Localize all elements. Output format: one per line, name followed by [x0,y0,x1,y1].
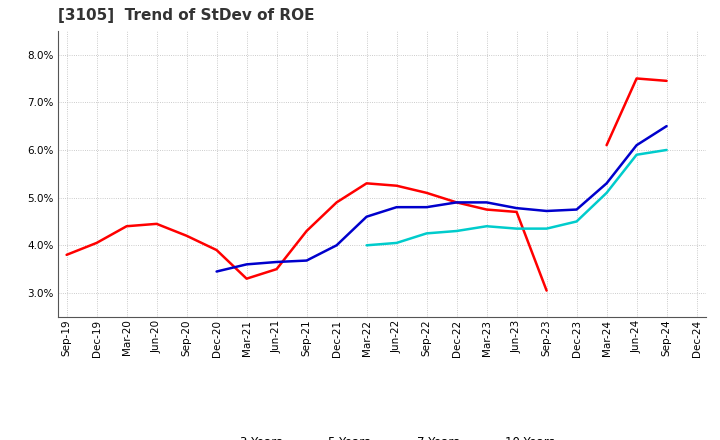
7 Years [392,240,401,246]
5 Years [272,259,281,264]
5 Years [242,262,251,267]
3 Years [62,252,71,257]
3 Years [122,224,131,229]
3 Years [182,233,191,238]
Text: [3105]  Trend of StDev of ROE: [3105] Trend of StDev of ROE [58,7,314,23]
5 Years [452,200,461,205]
7 Years [422,231,431,236]
3 Years [452,200,461,205]
5 Years [362,214,371,220]
7 Years [662,147,671,153]
3 Years [242,276,251,281]
5 Years [392,205,401,210]
3 Years [632,76,641,81]
7 Years [452,228,461,234]
7 Years [362,242,371,248]
5 Years [302,258,311,263]
5 Years [513,205,521,211]
Line: 5 Years: 5 Years [217,126,667,271]
5 Years [212,269,221,274]
5 Years [662,124,671,129]
10 Years [662,147,671,153]
3 Years [392,183,401,188]
5 Years [602,181,611,186]
3 Years [272,267,281,272]
3 Years [333,200,341,205]
3 Years [542,288,551,293]
3 Years [212,247,221,253]
3 Years [362,181,371,186]
7 Years [602,190,611,195]
Line: 7 Years: 7 Years [366,150,667,245]
3 Years [482,207,491,212]
7 Years [572,219,581,224]
5 Years [542,208,551,213]
5 Years [333,242,341,248]
3 Years [662,78,671,84]
3 Years [302,228,311,234]
3 Years [422,190,431,195]
7 Years [482,224,491,229]
5 Years [572,207,581,212]
7 Years [513,226,521,231]
7 Years [542,226,551,231]
Line: 3 Years: 3 Years [66,78,667,290]
7 Years [632,152,641,158]
5 Years [632,143,641,148]
Legend: 3 Years, 5 Years, 7 Years, 10 Years: 3 Years, 5 Years, 7 Years, 10 Years [203,431,560,440]
3 Years [92,240,101,246]
3 Years [513,209,521,215]
5 Years [422,205,431,210]
3 Years [153,221,161,227]
5 Years [482,200,491,205]
3 Years [602,143,611,148]
